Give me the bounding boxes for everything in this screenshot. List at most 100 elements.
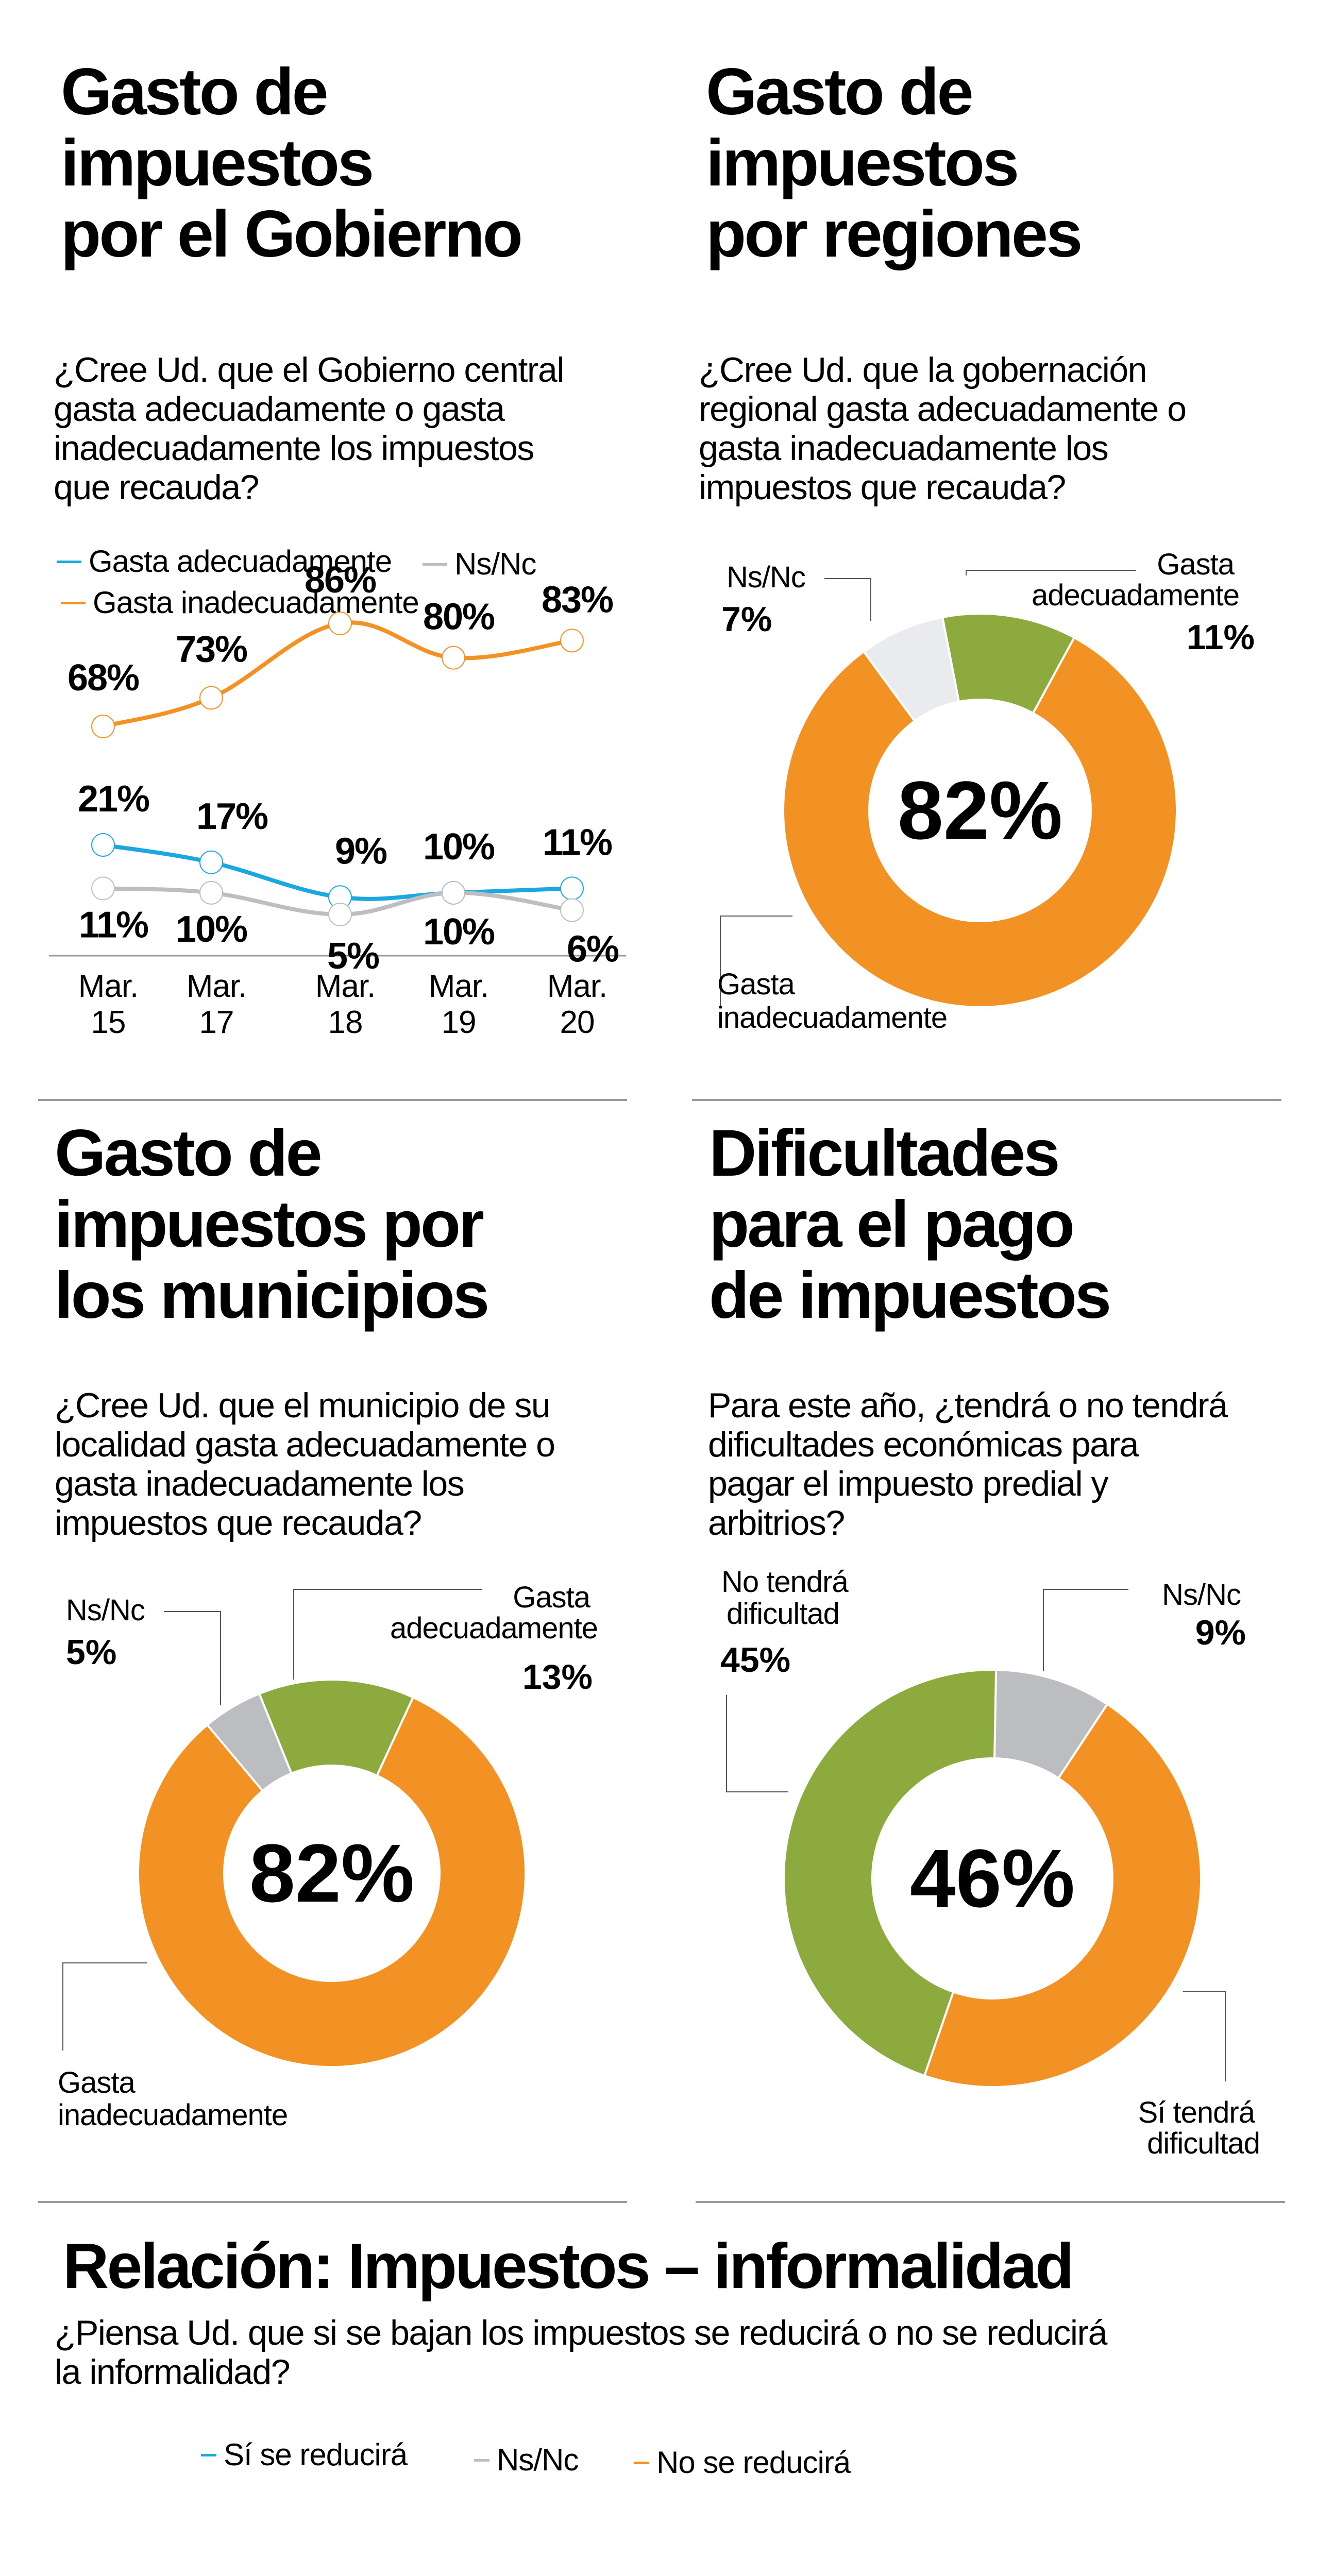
data-label: 73% (176, 629, 247, 670)
informalidad-legend-item-nsnc: Ns/Nc (474, 2442, 579, 2478)
data-label: 9% (335, 831, 387, 872)
x-tick-label: 19 (442, 1005, 476, 1040)
slice-label-nsnc: Ns/Nc (1162, 1578, 1241, 1612)
separator-left-2 (38, 2201, 627, 2203)
gray-swatch-icon (423, 563, 447, 566)
slice-value-adecuado: 11% (1187, 618, 1255, 657)
legend-label: Ns/Nc (497, 2443, 579, 2477)
donut-center-label: 82% (249, 1827, 414, 1919)
leader-line (293, 1589, 482, 1680)
donut-slice-ns-nc (206, 1692, 293, 1792)
leader-line (1043, 1589, 1128, 1671)
question-line: gasta inadecuadamente los (699, 429, 1109, 468)
slice-label-si-2: dificultad (1147, 2127, 1260, 2160)
title-line: impuestos por (55, 1188, 484, 1261)
slice-label-adecuado-1: Gasta (1157, 548, 1235, 581)
data-point (199, 880, 223, 905)
leader-line (726, 1695, 788, 1792)
informalidad-title: Relación: Impuestos – informalidad (63, 2231, 1074, 2302)
legend-label: Ns/Nc (454, 547, 536, 581)
question-line: que recauda? (54, 468, 259, 507)
x-tick-label: 15 (91, 1005, 126, 1040)
gobierno-legend-item-adecuado: Gasta adecuadamente (57, 544, 392, 580)
leader-line (824, 578, 871, 621)
leader-line (1183, 1991, 1226, 2081)
regiones-title: Gasto de impuestos por regiones (706, 55, 1083, 271)
title-line: por el Gobierno (61, 197, 523, 271)
municipios-title: Gasto de impuestos por los municipios (55, 1116, 489, 1331)
title-line: de impuestos (709, 1259, 1111, 1332)
question-line: ¿Piensa Ud. que si se bajan los impuesto… (55, 2313, 1107, 2352)
title-line: Gasto de (55, 1116, 323, 1190)
donut-slice-gasta-adecuadamente (258, 1679, 415, 1777)
question-line: Para este año, ¿tendrá o no tendrá (708, 1386, 1228, 1425)
data-point (560, 629, 584, 653)
data-label: 83% (542, 579, 613, 620)
question-line: dificultades económicas para (708, 1425, 1139, 1464)
title-line: impuestos (61, 126, 374, 200)
data-point (199, 850, 223, 874)
data-point (199, 686, 223, 710)
title-line: Gasto de (706, 55, 974, 129)
donut-slice-gasta-inadecuadamente (782, 636, 1178, 1008)
data-label: 17% (196, 796, 268, 837)
gobierno-title: Gasto de impuestos por el Gobierno (61, 57, 523, 271)
legend-label: No se reducirá (656, 2445, 851, 2480)
x-tick-label: 20 (560, 1005, 595, 1040)
data-point (560, 898, 584, 922)
legend-label: Gasta inadecuadamente (93, 585, 419, 620)
question-line: arbitrios? (708, 1503, 845, 1543)
slice-label-no-2: dificultad (727, 1597, 839, 1631)
slice-value-adecuado: 13% (522, 1657, 593, 1697)
question-line: pagar el impuesto predial y (708, 1464, 1108, 1503)
question-line: ¿Cree Ud. que la gobernación (699, 350, 1147, 389)
x-tick-label: Mar. (429, 969, 489, 1004)
informalidad-question: ¿Piensa Ud. que si se bajan los impuesto… (55, 2313, 1107, 2392)
slice-label-no-1: No tendrá (721, 1565, 849, 1599)
blue-swatch-icon (201, 2453, 216, 2456)
title-line: por regiones (706, 197, 1083, 271)
data-point (442, 880, 465, 905)
donut-center-label: 82% (898, 764, 1062, 856)
slice-value-nsnc: 5% (66, 1633, 116, 1672)
data-point (91, 715, 115, 738)
separator-right-1 (692, 1099, 1281, 1101)
slice-label-inadecuado-1: Gasta (717, 968, 795, 1001)
slice-label-nsnc: Ns/Nc (727, 561, 805, 594)
gobierno-legend-item-nsnc: Ns/Nc (423, 546, 536, 582)
data-label: 10% (423, 826, 495, 868)
title-line: Dificultades (709, 1116, 1060, 1190)
municipios-question: ¿Cree Ud. que el municipio de su localid… (55, 1386, 555, 1543)
donut-center-label: 46% (910, 1832, 1075, 1924)
title-line: impuestos (706, 126, 1019, 200)
regiones-donut-chart: 82%Ns/Nc7%Gastaadecuadamente11%Gastainad… (717, 548, 1255, 1035)
slice-label-adecuado-2: adecuadamente (1032, 579, 1239, 612)
x-tick-label: Mar. (315, 969, 376, 1004)
question-line: inadecuadamente los impuestos (54, 429, 534, 468)
question-line: gasta adecuadamente o gasta (54, 389, 505, 429)
data-label: 10% (176, 909, 247, 950)
slice-label-adecuado-1: Gasta (513, 1581, 590, 1614)
question-line: ¿Cree Ud. que el Gobierno central (54, 350, 564, 389)
data-point (442, 646, 465, 670)
slice-label-si-1: Sí tendrá (1138, 2096, 1256, 2129)
data-label: 21% (78, 778, 149, 820)
slice-label-nsnc: Ns/Nc (66, 1594, 145, 1627)
legend-label: Gasta adecuadamente (89, 544, 392, 579)
title-line: Relación: Impuestos – informalidad (63, 2231, 1074, 2302)
slice-label-inadecuado-1: Gasta (58, 2066, 136, 2099)
regiones-question: ¿Cree Ud. que la gobernación regional ga… (699, 350, 1187, 507)
x-tick-label: 18 (328, 1005, 363, 1040)
data-label: 10% (423, 911, 495, 953)
gobierno-question: ¿Cree Ud. que el Gobierno central gasta … (54, 350, 564, 507)
donut-slice-ns-nc (862, 616, 960, 723)
gobierno-line-chart: 68% 73% 86% 80% 83% 21% 17% 9% 10% 11% 11% 10% 5% 10%… (49, 560, 626, 1040)
question-line: localidad gasta adecuadamente o (55, 1425, 555, 1464)
data-point (91, 876, 115, 901)
orange-swatch-icon (61, 601, 86, 604)
data-label: 5% (327, 936, 379, 977)
slice-label-adecuado-2: adecuadamente (390, 1612, 598, 1645)
question-line: la informalidad? (55, 2352, 291, 2392)
informalidad-legend-item-si: Sí se reducirá (201, 2437, 408, 2473)
question-line: regional gasta adecuadamente o (699, 389, 1187, 429)
